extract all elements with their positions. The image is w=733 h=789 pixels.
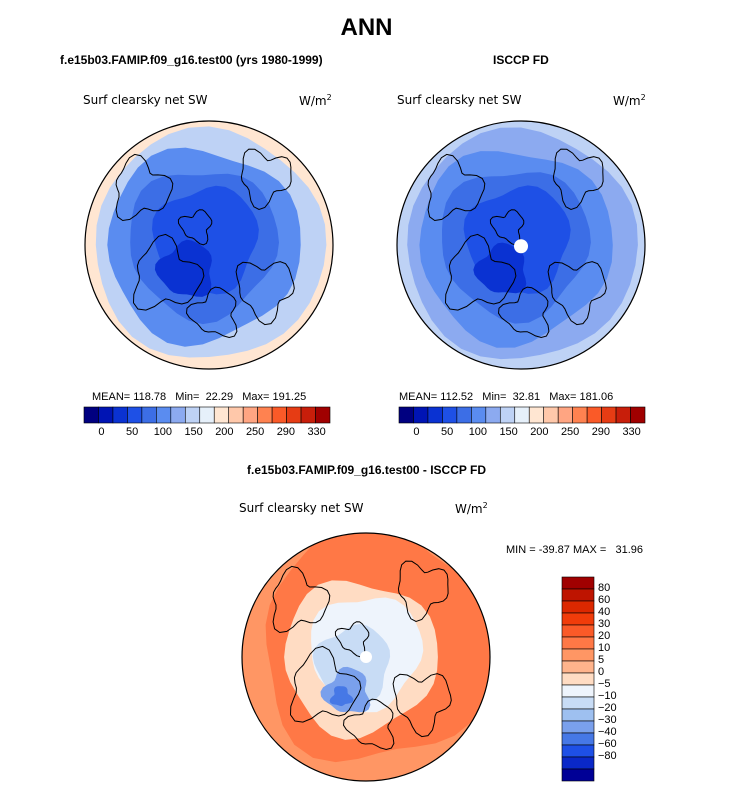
model-map-border — [84, 120, 334, 370]
obs-colorbar-box — [630, 406, 646, 424]
obs-coastline — [552, 148, 604, 211]
model-stats: MEAN= 118.78 Min= 22.29 Max= 191.25 — [92, 391, 307, 403]
obs-units-label: W/m2 — [613, 93, 646, 108]
model-mean-value: 118.78 — [133, 391, 167, 403]
model-coastline — [240, 148, 292, 211]
diff-coastline — [272, 565, 331, 634]
diff-colorbar-tick: −10 — [598, 690, 617, 702]
diff-colorbar-tick: 0 — [598, 666, 605, 678]
diff-max-value: 31.96 — [615, 544, 644, 556]
diff-coastline — [392, 673, 452, 738]
obs-contour-region — [473, 242, 527, 294]
obs-coastline — [444, 233, 517, 311]
model-variable-label: Surf clearsky net SW — [83, 93, 208, 107]
obs-map-border — [396, 120, 646, 370]
obs-coastline — [497, 286, 550, 339]
obs-missing-pole — [514, 239, 528, 254]
diff-stats: MIN = -39.87 MAX = 31.96 — [506, 544, 644, 556]
model-colorbar-tick: 100 — [153, 426, 173, 438]
obs-variable-label: Surf clearsky net SW — [397, 93, 522, 107]
model-colorbar-tick: 250 — [245, 426, 265, 438]
diff-colorbar: 80 60 40 30 20 10 5 0 −5 −10 −20 −30 −40 −60 −80 — [561, 576, 622, 782]
diff-colorbar-box — [561, 768, 595, 782]
obs-colorbar-tick: 100 — [468, 426, 488, 438]
model-colorbar: 0 50 100 150 200 250 290 330 — [83, 406, 331, 447]
diff-missing-pole — [360, 651, 372, 663]
model-colorbar-tick: 200 — [215, 426, 234, 438]
diff-min-value: -39.87 — [538, 544, 570, 556]
model-colorbar-box — [315, 406, 331, 424]
main-title: ANN — [340, 14, 393, 41]
model-max-value: 191.25 — [272, 391, 307, 403]
model-coastline — [132, 233, 205, 311]
diff-colorbar-tick: 60 — [598, 594, 611, 606]
model-colorbar-tick: 50 — [126, 426, 139, 438]
diff-colorbar-tick: −20 — [598, 702, 617, 714]
model-colorbar-tick: 150 — [184, 426, 203, 438]
obs-colorbar-tick: 0 — [413, 426, 420, 438]
obs-stats: MEAN= 112.52 Min= 32.81 Max= 181.06 — [399, 391, 614, 403]
model-contour-region — [154, 239, 212, 297]
diff-colorbar-tick: 20 — [598, 630, 611, 642]
diff-colorbar-tick: −80 — [598, 750, 617, 762]
diff-colorbar-tick: 10 — [598, 642, 611, 654]
model-colorbar-tick: 0 — [98, 426, 105, 438]
obs-panel-title: ISCCP FD — [493, 53, 549, 67]
diff-colorbar-tick: 80 — [598, 582, 611, 594]
model-field — [85, 121, 333, 369]
obs-coastline — [547, 261, 607, 326]
obs-colorbar-tick: 250 — [560, 426, 580, 438]
obs-colorbar-tick: 50 — [441, 426, 454, 438]
obs-coastline — [427, 153, 486, 222]
model-colorbar-tick: 330 — [307, 426, 326, 438]
obs-colorbar: 0 50 100 150 200 250 290 330 — [398, 406, 646, 447]
diff-panel-title: f.e15b03.FAMIP.f09_g16.test00 - ISCCP FD — [247, 463, 486, 477]
model-coastline — [177, 209, 213, 246]
diff-units-label: W/m2 — [455, 501, 488, 516]
diff-colorbar-tick: −40 — [598, 726, 617, 738]
diff-colorbar-tick: 40 — [598, 606, 611, 618]
diff-colorbar-tick: −60 — [598, 738, 617, 750]
diff-coastline — [397, 560, 449, 623]
model-coastline — [185, 286, 238, 339]
obs-mean-value: 112.52 — [440, 391, 474, 403]
model-panel-title: f.e15b03.FAMIP.f09_g16.test00 (yrs 1980-… — [60, 53, 323, 67]
diff-map-border — [241, 532, 491, 782]
model-units-label: W/m2 — [299, 93, 332, 108]
diff-colorbar-tick: 5 — [598, 654, 605, 666]
obs-colorbar-tick: 200 — [530, 426, 549, 438]
diff-contour-region — [329, 686, 354, 707]
diff-colorbar-tick: −5 — [598, 678, 611, 690]
obs-colorbar-tick: 290 — [591, 426, 611, 438]
diff-variable-label: Surf clearsky net SW — [239, 501, 364, 515]
model-colorbar-tick: 290 — [276, 426, 296, 438]
obs-max-value: 181.06 — [579, 391, 614, 403]
obs-min-value: 32.81 — [512, 391, 541, 403]
obs-colorbar-tick: 330 — [622, 426, 641, 438]
obs-colorbar-tick: 150 — [499, 426, 518, 438]
diff-coastline — [342, 698, 395, 751]
model-coastline — [115, 153, 174, 222]
diff-colorbar-tick: −30 — [598, 714, 617, 726]
diff-coastline — [289, 645, 362, 723]
diff-colorbar-tick: 30 — [598, 618, 611, 630]
model-coastline — [235, 261, 295, 326]
model-min-value: 22.29 — [205, 391, 234, 403]
